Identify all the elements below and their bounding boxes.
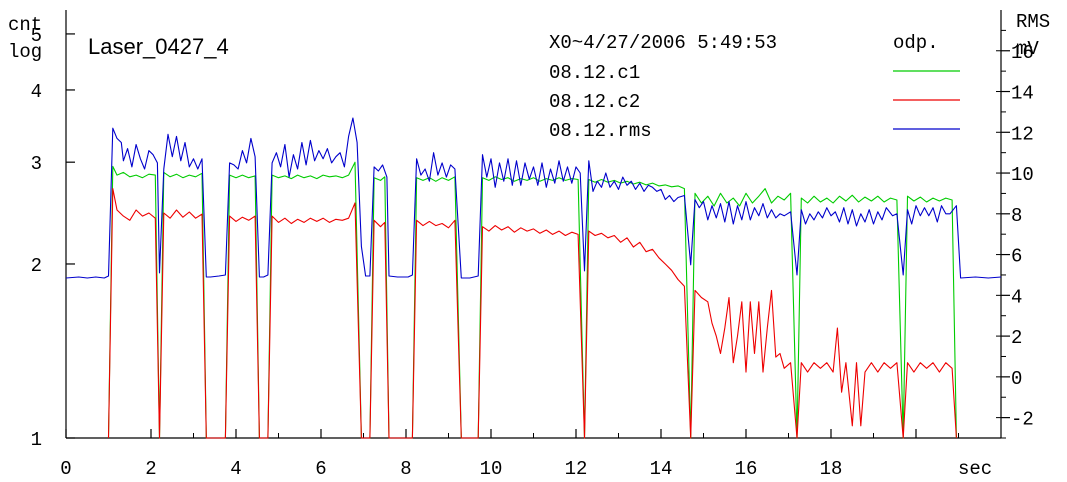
right-tick-label-4: 4 bbox=[1011, 286, 1022, 308]
series-layer bbox=[65, 117, 1002, 439]
x-tick-label-10: 10 bbox=[480, 458, 503, 480]
legend-title: odp. bbox=[893, 32, 939, 54]
x-tick-label-14: 14 bbox=[650, 458, 673, 480]
chart-title: Laser_0427_4 bbox=[88, 34, 229, 59]
x-tick-label-0: 0 bbox=[60, 458, 71, 480]
axes-layer bbox=[65, 10, 1002, 439]
series-line-08-12-c2 bbox=[107, 188, 957, 439]
left-tick-label-3: 3 bbox=[31, 153, 42, 175]
left-tick-label-4: 4 bbox=[31, 81, 42, 103]
x-tick-label-4: 4 bbox=[230, 458, 241, 480]
series-line-08-12-rms bbox=[65, 117, 1002, 279]
x-tick-label-18: 18 bbox=[820, 458, 843, 480]
chart-header: X0~4/27/2006 5:49:53 bbox=[549, 32, 777, 54]
left-tick-label-2: 2 bbox=[31, 255, 42, 277]
right-tick-label-10: 10 bbox=[1011, 164, 1034, 186]
x-tick-label-16: 16 bbox=[735, 458, 758, 480]
right-tick-label-2: 2 bbox=[1011, 327, 1022, 349]
right-tick-label-6: 6 bbox=[1011, 246, 1022, 268]
x-tick-label-6: 6 bbox=[315, 458, 326, 480]
series-line-08-12-c1 bbox=[107, 161, 957, 439]
x-axis-label: sec bbox=[958, 458, 992, 480]
left-tick-label-1: 1 bbox=[31, 429, 42, 451]
right-tick-label-0: 0 bbox=[1011, 368, 1022, 390]
x-tick-label-8: 8 bbox=[400, 458, 411, 480]
right-tick-label--2: -2 bbox=[1011, 409, 1034, 431]
legend-label-08-12-c1: 08.12.c1 bbox=[549, 62, 640, 84]
x-tick-label-2: 2 bbox=[145, 458, 156, 480]
legend: 08.12.c1 08.12.c2 08.12.rms bbox=[549, 62, 960, 142]
left-axis-label-line2: log bbox=[8, 41, 42, 63]
legend-label-08-12-c2: 08.12.c2 bbox=[549, 91, 640, 113]
left-axis-label-line1: cnt bbox=[8, 14, 42, 36]
x-tick-label-12: 12 bbox=[565, 458, 588, 480]
right-tick-label-14: 14 bbox=[1011, 83, 1034, 105]
right-tick-label-8: 8 bbox=[1011, 205, 1022, 227]
right-tick-label-16: 16 bbox=[1011, 42, 1034, 64]
legend-label-08-12-rms: 08.12.rms bbox=[549, 120, 652, 142]
right-axis-label-line1: RMS bbox=[1016, 11, 1050, 33]
left-tick-label-5: 5 bbox=[31, 25, 42, 47]
right-axis-label-line2: mV bbox=[1016, 38, 1039, 60]
right-tick-label-12: 12 bbox=[1011, 123, 1034, 145]
